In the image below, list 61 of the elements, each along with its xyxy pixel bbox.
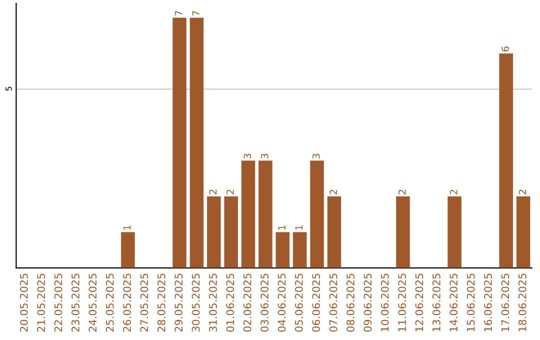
x-tick-label: 08.06.2025	[346, 274, 354, 332]
data-label: 3	[260, 154, 268, 159]
data-label: 1	[295, 225, 303, 230]
bar	[396, 196, 410, 268]
x-tick-label: 09.06.2025	[364, 274, 372, 332]
data-label: 1	[124, 225, 131, 230]
x-tick-label: 29.05.2025	[174, 274, 183, 332]
data-label: 7	[175, 10, 182, 16]
x-tick-label: 13.06.2025	[432, 274, 440, 332]
x-tick-label: 01.06.2025	[226, 274, 234, 332]
bar	[258, 160, 272, 268]
x-tick-label: 21.05.2025	[37, 274, 46, 332]
data-label: 7	[192, 10, 200, 16]
data-label: 1	[278, 225, 286, 230]
x-tick-label: 20.05.2025	[20, 274, 28, 332]
bar	[327, 196, 342, 268]
data-label: 2	[398, 190, 406, 194]
bar	[276, 232, 290, 268]
x-tick-label: 12.06.2025	[415, 274, 424, 332]
x-tick-label: 24.05.2025	[88, 274, 97, 332]
data-label: 2	[518, 190, 526, 194]
x-tick-label: 02.06.2025	[243, 274, 252, 332]
x-tick-label: 28.05.2025	[157, 274, 166, 332]
y-tick-label: 5	[6, 86, 12, 91]
x-tick-label: 04.06.2025	[278, 274, 286, 332]
x-tick-label: 11.06.2025	[398, 274, 406, 332]
x-tick-label: 07.06.2025	[329, 274, 338, 332]
x-tick-label: 25.05.2025	[106, 274, 114, 332]
x-tick-label: 15.06.2025	[466, 274, 475, 332]
bar	[448, 196, 462, 268]
bar	[292, 232, 307, 268]
x-tick-label: 10.06.2025	[380, 274, 389, 332]
x-tick-label: 23.05.2025	[72, 274, 80, 332]
bar	[190, 18, 204, 268]
bar	[499, 53, 513, 268]
bar	[172, 18, 186, 268]
bar	[516, 196, 530, 268]
x-tick-label: 03.06.2025	[260, 274, 268, 332]
bar	[224, 196, 238, 268]
data-label: 2	[450, 190, 458, 194]
x-tick-label: 27.05.2025	[140, 274, 148, 332]
x-tick-label: 30.05.2025	[192, 274, 200, 332]
data-label: 2	[330, 190, 337, 194]
x-tick-label: 17.06.2025	[501, 274, 510, 332]
data-label: 3	[312, 154, 320, 159]
x-tick-label: 06.06.2025	[312, 274, 320, 332]
bar	[121, 232, 135, 268]
x-tick-label: 16.06.2025	[484, 274, 492, 332]
x-tick-label: 26.05.2025	[123, 274, 131, 332]
bar	[241, 160, 256, 268]
data-label: 6	[502, 46, 509, 52]
x-tick-label: 14.06.2025	[450, 274, 458, 332]
data-label: 3	[244, 154, 252, 159]
bar	[310, 160, 324, 268]
x-tick-label: 22.05.2025	[54, 274, 62, 332]
x-tick-label: 18.06.2025	[518, 274, 526, 332]
x-tick-label: 05.06.2025	[294, 274, 303, 332]
data-label: 2	[226, 190, 234, 194]
data-label: 2	[209, 190, 217, 194]
bar	[207, 196, 221, 268]
x-tick-label: 31.05.2025	[209, 274, 217, 332]
